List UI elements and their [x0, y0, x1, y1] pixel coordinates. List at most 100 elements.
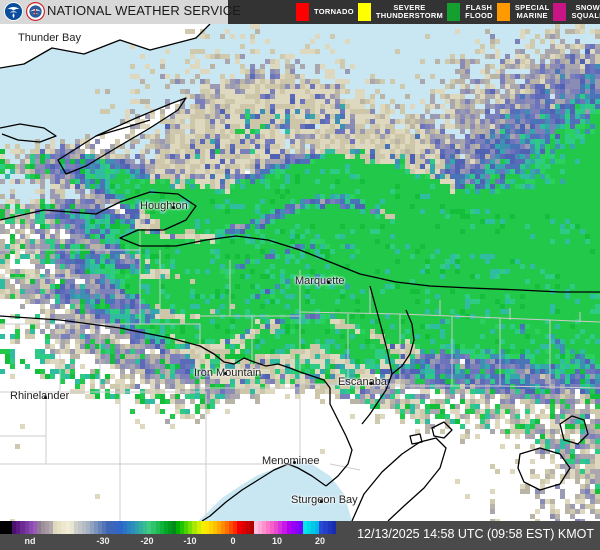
- scale-color-step: [155, 521, 160, 534]
- scale-color-step: [147, 521, 152, 534]
- scale-color-step: [106, 521, 111, 534]
- scale-color-step: [184, 521, 189, 534]
- scale-tick-label: -20: [140, 536, 154, 546]
- warning-special-marine: SPECIAL MARINE: [493, 0, 550, 24]
- county-boundaries: [0, 204, 600, 521]
- scale-tick-label: nd: [24, 536, 36, 546]
- city-label-marquette: Marquette: [295, 275, 345, 287]
- scale-color-step: [81, 521, 86, 534]
- scale-color-step: [229, 521, 234, 534]
- scale-color-step: [65, 521, 70, 534]
- scale-color-step: [36, 521, 41, 534]
- scale-color-step: [180, 521, 185, 534]
- scale-color-step: [286, 521, 291, 534]
- city-label-escanaba: Escanaba: [338, 376, 387, 388]
- scale-color-step: [118, 521, 123, 534]
- scale-color-step: [290, 521, 295, 534]
- warning-label: SEVERE THUNDERSTORM: [375, 2, 444, 20]
- scale-color-step: [12, 521, 17, 534]
- scale-color-step: [32, 521, 37, 534]
- scale-color-step: [40, 521, 46, 534]
- scale-color-step: [200, 521, 205, 534]
- city-dot-houghton: [172, 206, 175, 209]
- scale-color-step: [16, 521, 21, 534]
- scale-color-step: [176, 521, 181, 534]
- scale-tick-label: -10: [183, 536, 197, 546]
- scale-color-step: [298, 521, 303, 534]
- scale-color-step: [221, 521, 226, 534]
- scale-color-step: [110, 521, 115, 534]
- scale-color-step: [225, 521, 230, 534]
- warning-severe-thunderstorm: SEVERE THUNDERSTORM: [354, 0, 443, 24]
- city-dot-escanaba: [370, 382, 373, 385]
- city-dot-menominee: [293, 461, 296, 464]
- scale-color-step: [274, 521, 279, 534]
- radar-map[interactable]: Thunder Bay Houghton Marquette Iron Moun…: [0, 24, 600, 521]
- dbz-color-scale: [0, 521, 336, 534]
- scale-tick-label: 10: [271, 536, 283, 546]
- scale-color-step: [122, 521, 127, 534]
- city-dot-rhinelander: [44, 396, 47, 399]
- scale-color-step: [237, 521, 242, 534]
- noaa-logo: [4, 2, 23, 21]
- scale-color-step: [151, 521, 156, 534]
- scale-color-step: [57, 521, 62, 534]
- scale-color-step: [0, 521, 5, 534]
- scale-color-step: [114, 521, 119, 534]
- dbz-scale-labels: nd -30 -20 -10 0 10 20: [0, 534, 336, 550]
- city-label-menominee: Menominee: [262, 455, 320, 467]
- scale-color-step: [270, 521, 275, 534]
- scale-color-step: [327, 521, 332, 534]
- nws-logo: [26, 2, 45, 21]
- warning-label: SPECIAL MARINE: [514, 2, 550, 20]
- warning-label: TORNADO: [314, 6, 354, 16]
- scale-color-step: [311, 521, 316, 534]
- city-dot-sturgeon-bay: [320, 500, 323, 503]
- scale-color-step: [90, 521, 95, 534]
- scale-color-step: [294, 521, 299, 534]
- scale-color-step: [319, 521, 324, 534]
- scale-color-step: [163, 521, 168, 534]
- warning-label: SNOW SQUALL: [571, 2, 600, 20]
- radar-timestamp: 12/13/2025 14:58 UTC (09:58 EST) KMOT: [357, 527, 594, 541]
- warning-tornado: TORNADO: [292, 0, 354, 24]
- scale-color-step: [28, 521, 33, 534]
- scale-color-step: [53, 521, 58, 534]
- scale-color-step: [69, 521, 74, 534]
- scale-color-step: [253, 521, 258, 534]
- scale-color-step: [143, 521, 148, 534]
- scale-color-step: [45, 521, 50, 534]
- scale-color-step: [126, 521, 131, 534]
- flash-flood-color-swatch: [447, 3, 461, 21]
- scale-tick-label: -30: [96, 536, 110, 546]
- radar-reflectivity-layer: [0, 24, 600, 521]
- map-canvas: [0, 24, 600, 521]
- scale-color-step: [302, 521, 308, 534]
- city-label-thunder-bay: Thunder Bay: [18, 32, 81, 44]
- city-dot-iron-mountain: [224, 372, 227, 375]
- scale-color-step: [188, 521, 193, 534]
- scale-color-step: [167, 521, 172, 534]
- scale-color-step: [204, 521, 209, 534]
- snow-squall-color-swatch: [553, 3, 567, 21]
- scale-color-step: [94, 521, 99, 534]
- scale-color-step: [233, 521, 238, 534]
- scale-color-step: [171, 521, 177, 534]
- special-marine-color-swatch: [496, 3, 510, 21]
- scale-color-step: [98, 521, 103, 534]
- scale-color-step: [135, 521, 140, 534]
- scale-color-step: [216, 521, 222, 534]
- scale-color-step: [85, 521, 91, 534]
- scale-color-step: [196, 521, 201, 534]
- page-title: NATIONAL WEATHER SERVICE: [47, 3, 242, 18]
- shoreline-state-borders: [0, 24, 600, 521]
- scale-color-step: [159, 521, 164, 534]
- scale-color-step: [208, 521, 213, 534]
- warning-label: FLASH FLOOD: [465, 2, 493, 20]
- scale-color-step: [262, 521, 267, 534]
- city-dot-marquette: [327, 281, 330, 284]
- city-label-sturgeon-bay: Sturgeon Bay: [291, 494, 358, 506]
- tornado-color-swatch: [296, 3, 309, 21]
- severe-thunderstorm-color-swatch: [357, 3, 371, 21]
